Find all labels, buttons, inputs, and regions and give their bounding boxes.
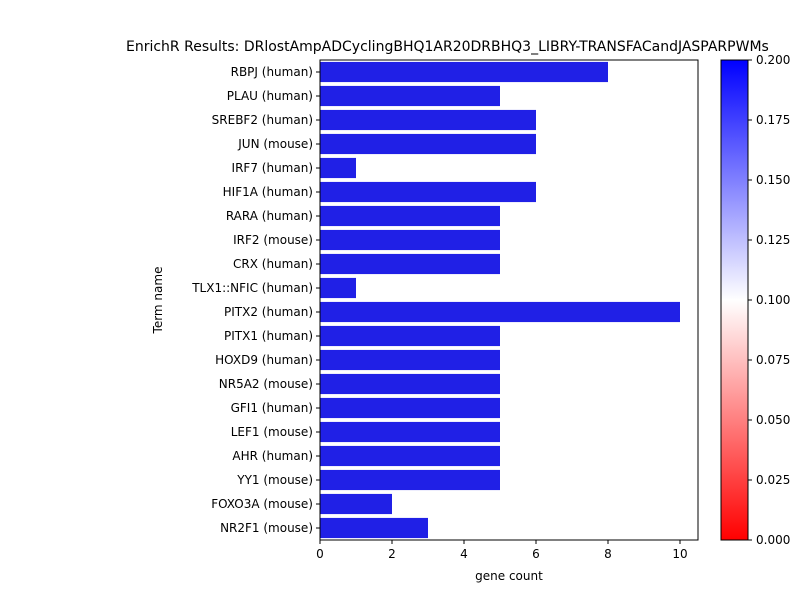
y-tick-label-3: JUN (mouse) xyxy=(237,137,313,151)
bar-9 xyxy=(320,277,356,299)
y-tick-label-7: IRF2 (mouse) xyxy=(233,233,313,247)
colorbar-tick-label-8: 0.200 xyxy=(756,53,790,67)
bar-10 xyxy=(320,301,680,323)
x-tick-label-2: 4 xyxy=(460,547,468,561)
bar-1 xyxy=(320,85,500,107)
y-tick-label-2: SREBF2 (human) xyxy=(212,113,313,127)
bar-6 xyxy=(320,205,500,227)
bar-15 xyxy=(320,421,500,443)
x-tick-labels: 0 2 4 6 8 10 xyxy=(316,540,688,561)
y-tick-label-19: NR2F1 (mouse) xyxy=(220,521,313,535)
y-tick-label-17: YY1 (mouse) xyxy=(236,473,313,487)
bar-11 xyxy=(320,325,500,347)
plot-frame xyxy=(319,59,699,541)
bar-17 xyxy=(320,469,500,491)
y-tick-label-10: PITX2 (human) xyxy=(224,305,313,319)
y-tick-label-5: HIF1A (human) xyxy=(223,185,313,199)
y-tick-label-4: IRF7 (human) xyxy=(232,161,313,175)
x-tick-label-0: 0 xyxy=(316,547,324,561)
colorbar-tick-labels: 0.000 0.025 0.050 0.075 0.100 0.125 0.150 0.175… xyxy=(748,53,790,547)
y-tick-label-8: CRX (human) xyxy=(233,257,313,271)
bar-12 xyxy=(320,349,500,371)
colorbar-tick-label-4: 0.100 xyxy=(756,293,790,307)
y-tick-label-16: AHR (human) xyxy=(232,449,313,463)
y-tick-label-14: GFI1 (human) xyxy=(231,401,313,415)
colorbar-tick-label-1: 0.025 xyxy=(756,473,790,487)
bars-group xyxy=(320,61,680,539)
x-tick-label-1: 2 xyxy=(388,547,396,561)
y-axis-label: Term name xyxy=(151,267,165,335)
colorbar-tick-label-0: 0.000 xyxy=(756,533,790,547)
bar-19 xyxy=(320,517,428,539)
y-tick-label-12: HOXD9 (human) xyxy=(215,353,313,367)
bar-4 xyxy=(320,157,356,179)
colorbar-tick-label-7: 0.175 xyxy=(756,113,790,127)
y-tick-label-11: PITX1 (human) xyxy=(224,329,313,343)
y-tick-label-1: PLAU (human) xyxy=(227,89,313,103)
x-tick-label-3: 6 xyxy=(532,547,540,561)
y-tick-label-18: FOXO3A (mouse) xyxy=(211,497,313,511)
colorbar xyxy=(720,59,749,541)
y-tick-label-6: RARA (human) xyxy=(226,209,313,223)
y-tick-label-0: RBPJ (human) xyxy=(231,65,313,79)
colorbar-tick-label-3: 0.075 xyxy=(756,353,790,367)
bar-16 xyxy=(320,445,500,467)
y-tick-label-15: LEF1 (mouse) xyxy=(231,425,313,439)
bar-5 xyxy=(320,181,536,203)
bar-8 xyxy=(320,253,500,275)
colorbar-tick-label-2: 0.050 xyxy=(756,413,790,427)
bar-18 xyxy=(320,493,392,515)
bar-13 xyxy=(320,373,500,395)
y-tick-label-9: TLX1::NFIC (human) xyxy=(191,281,313,295)
y-tick-label-13: NR5A2 (mouse) xyxy=(219,377,313,391)
x-tick-label-4: 8 xyxy=(604,547,612,561)
colorbar-tick-label-6: 0.150 xyxy=(756,173,790,187)
bar-2 xyxy=(320,109,536,131)
x-axis-label: gene count xyxy=(475,569,543,583)
bar-14 xyxy=(320,397,500,419)
y-tick-labels: RBPJ (human) PLAU (human) SREBF2 (human) JU… xyxy=(191,65,320,535)
bar-3 xyxy=(320,133,536,155)
x-tick-label-5: 10 xyxy=(672,547,687,561)
colorbar-tick-label-5: 0.125 xyxy=(756,233,790,247)
chart-title: EnrichR Results: DRlostAmpADCyclingBHQ1A… xyxy=(126,39,769,55)
bar-7 xyxy=(320,229,500,251)
bar-0 xyxy=(320,61,608,83)
